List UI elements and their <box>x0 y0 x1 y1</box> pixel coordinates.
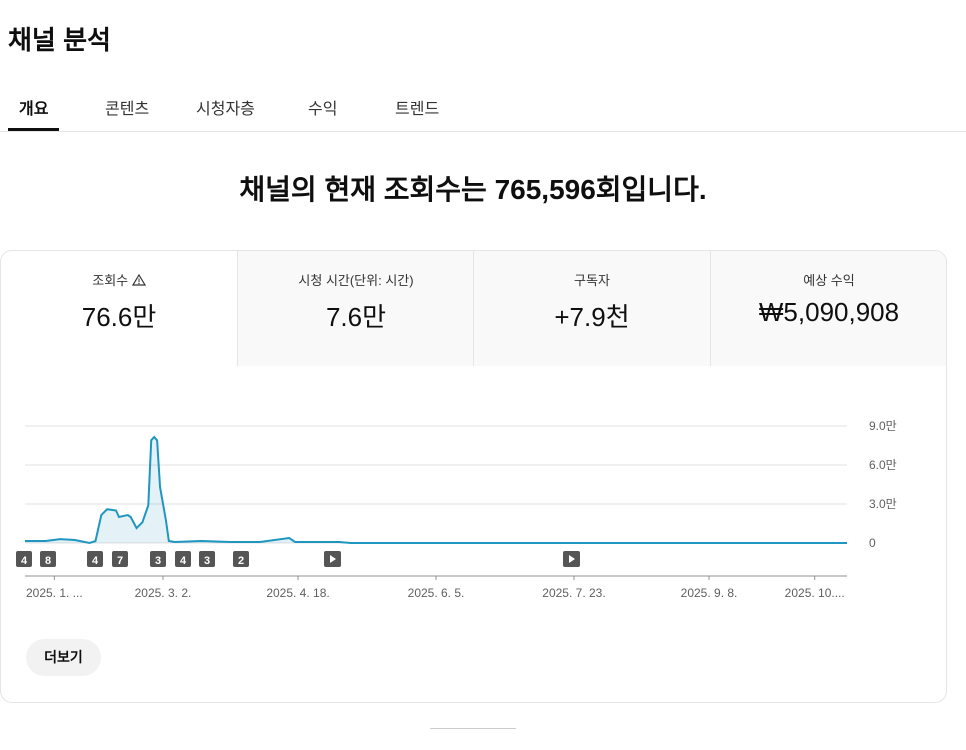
tab[interactable]: 트렌드 <box>395 101 440 118</box>
metric-label: 구독자 <box>574 273 610 288</box>
tab[interactable]: 시청자층 <box>196 101 255 118</box>
tab[interactable]: 콘텐츠 <box>105 101 150 118</box>
metric-value: +7.9천 <box>554 302 630 332</box>
analytics-card: 조회수 76.6만 시청 시간(단위: 시간) 7.6만 구독자 +7.9천 예상 … <box>0 250 947 703</box>
metric-label: 시청 시간(단위: 시간) <box>298 273 414 288</box>
metric-tab[interactable]: 구독자 +7.9천 <box>473 251 710 366</box>
metric-value: 76.6만 <box>81 302 157 332</box>
tab-indicator <box>8 128 59 131</box>
page-title: 채널 분석 <box>8 25 111 55</box>
metric-tab[interactable]: 예상 수익 ₩5,090,908 <box>710 251 946 366</box>
more-button[interactable]: 더보기 <box>26 639 101 676</box>
tab[interactable]: 개요 <box>19 101 49 118</box>
divider <box>430 728 516 729</box>
metric-label: 예상 수익 <box>803 273 855 288</box>
tab-bar: 개요 콘텐츠 시청자층 수익 트렌드 <box>0 80 966 132</box>
headline: 채널의 현재 조회수는 765,596회입니다. <box>239 174 707 205</box>
metric-value: ₩5,090,908 <box>758 297 900 327</box>
metric-tab[interactable]: 시청 시간(단위: 시간) 7.6만 <box>237 251 474 366</box>
metric-label: 조회수 <box>92 273 129 288</box>
metric-value: 7.6만 <box>325 302 387 332</box>
metric-tab[interactable]: 조회수 76.6만 <box>1 251 237 366</box>
warning-icon[interactable] <box>131 273 146 286</box>
tab[interactable]: 수익 <box>308 101 338 118</box>
